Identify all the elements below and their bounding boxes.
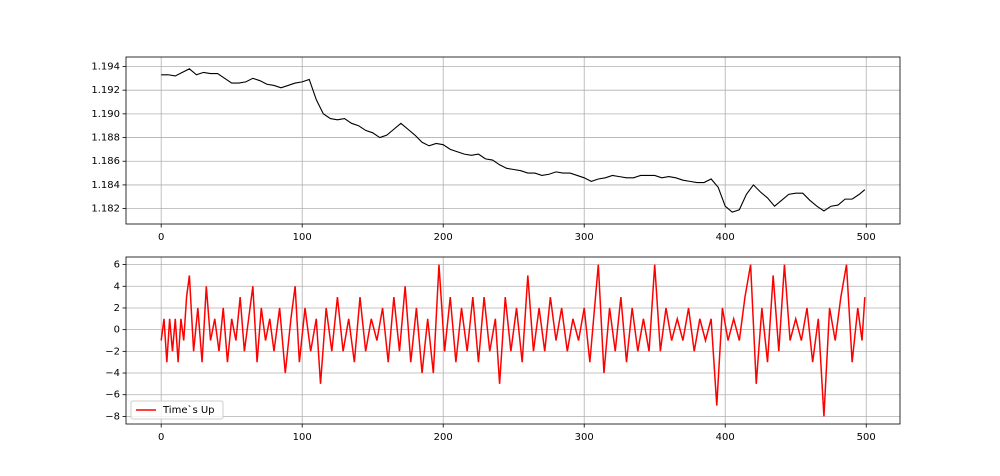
y-tick-label: 1.184 [91, 180, 120, 191]
y-tick-label: 1.194 [91, 61, 120, 72]
data-line [160, 264, 866, 417]
axes-frame [125, 256, 901, 425]
y-tick-label: 2 [114, 303, 120, 314]
y-tick-label: 4 [114, 281, 120, 292]
x-tick-label: 500 [857, 232, 876, 243]
legend-label: Time`s Up [162, 404, 215, 416]
y-tick-label: 1.190 [91, 109, 120, 120]
legend-frame [130, 400, 224, 420]
y-tick-label: 6 [114, 260, 120, 271]
y-tick-label: −8 [105, 411, 120, 422]
y-tick-label: 1.188 [91, 133, 120, 144]
x-tick-label: 300 [575, 432, 594, 443]
x-tick-label: 200 [434, 232, 453, 243]
y-tick-label: −6 [105, 390, 120, 401]
data-line [161, 68, 866, 213]
x-tick-label: 100 [293, 232, 312, 243]
y-tick-label: −2 [105, 346, 120, 357]
x-tick-label: 400 [716, 232, 735, 243]
y-tick-label: −4 [105, 368, 120, 379]
x-tick-label: 500 [857, 432, 876, 443]
x-tick-label: 200 [434, 432, 453, 443]
x-tick-label: 300 [575, 232, 594, 243]
x-tick-label: 0 [158, 232, 164, 243]
y-tick-label: 1.182 [91, 204, 120, 215]
y-tick-label: 1.192 [91, 85, 120, 96]
y-tick-label: 1.186 [91, 156, 120, 167]
x-tick-label: 100 [293, 432, 312, 443]
x-tick-label: 0 [158, 432, 164, 443]
axes-frame [125, 56, 901, 225]
y-tick-label: 0 [114, 325, 120, 336]
x-tick-label: 400 [716, 432, 735, 443]
